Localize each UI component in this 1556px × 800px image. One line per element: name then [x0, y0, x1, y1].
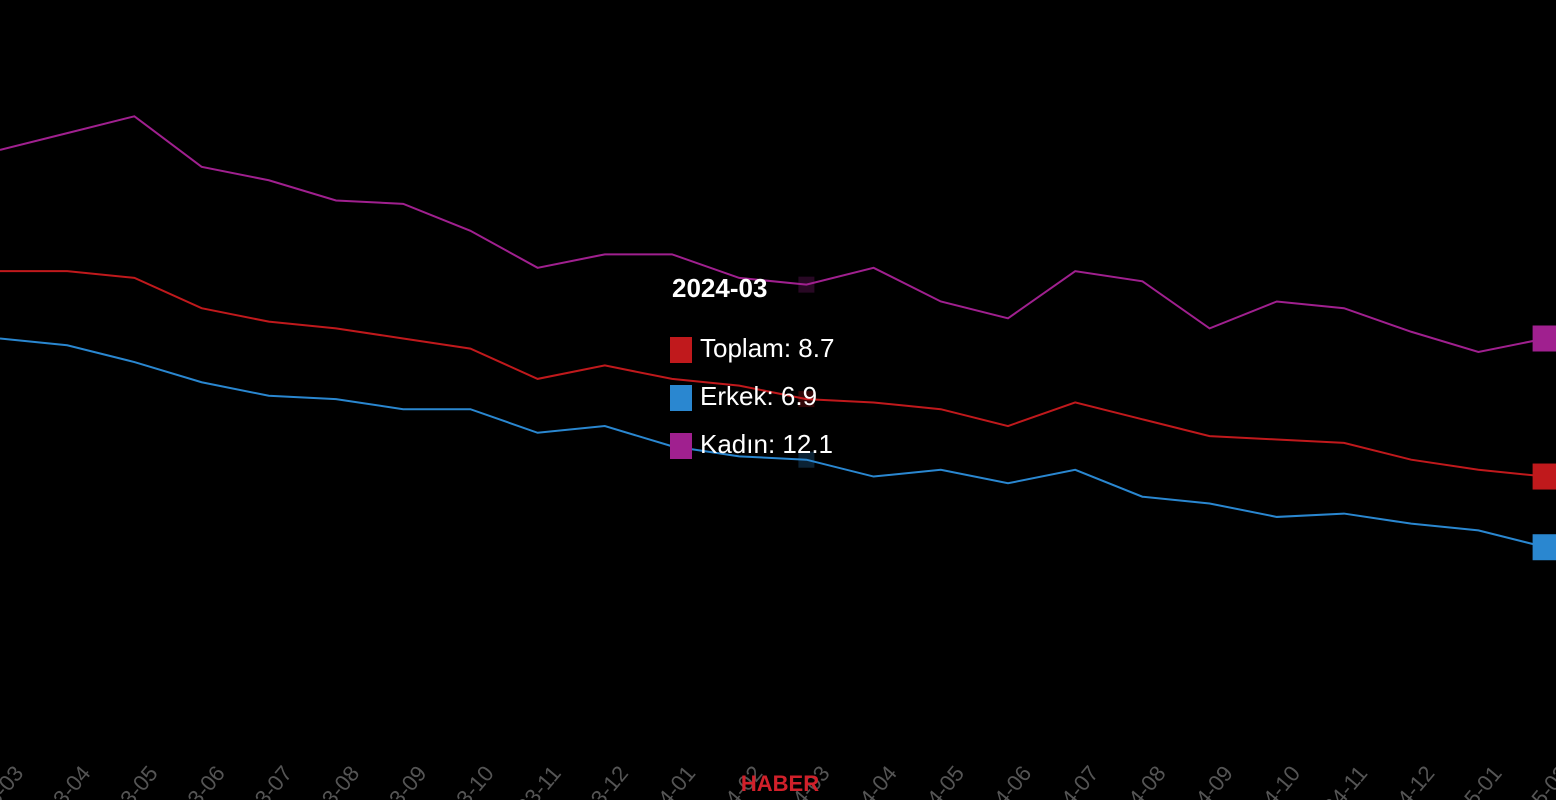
- x-tick-label: 2024-11: [1302, 761, 1372, 800]
- separator: :: [784, 333, 798, 363]
- separator: :: [768, 429, 782, 459]
- x-tick-label: 2024-05: [898, 761, 969, 800]
- x-tick-label: 2024-12: [1368, 761, 1439, 800]
- series-name: Kadın: [700, 429, 768, 459]
- point-marker: [1532, 534, 1556, 561]
- x-tick-label: 2024-01: [629, 761, 700, 800]
- x-tick-label: 2024-10: [1234, 761, 1305, 800]
- series-line: [0, 337, 1546, 549]
- separator: :: [766, 381, 780, 411]
- tooltip-row: Toplam: 8.7: [700, 333, 834, 363]
- watermark: HABER: [741, 771, 819, 796]
- series-line: [0, 115, 1546, 353]
- series-value: 6.9: [781, 381, 817, 411]
- tooltip: 2024-03 Toplam: 8.7 Erkek: 6.9 Kadın: 12.1: [670, 273, 834, 459]
- point-marker: [798, 276, 815, 293]
- x-tick-label: 2023-12: [562, 761, 633, 800]
- x-tick-label: 2023-05: [92, 761, 163, 800]
- point-marker: [798, 451, 815, 468]
- x-tick-label: 2025-01: [1436, 761, 1507, 800]
- tooltip-row: Kadın: 12.1: [700, 429, 833, 459]
- x-tick-label: 2025-02: [1503, 761, 1556, 800]
- x-tick-label: 2024-06: [965, 761, 1036, 800]
- x-tick-label: 2023-09: [360, 761, 431, 800]
- series-value: 8.7: [798, 333, 834, 363]
- plot-area: [0, 115, 1556, 561]
- tooltip-title: 2024-03: [672, 273, 767, 303]
- x-tick-label: 2023-11: [496, 761, 566, 800]
- x-tick-label: 2023-07: [226, 761, 297, 800]
- x-tick-label: 2023-04: [24, 761, 95, 800]
- series-value: 12.1: [782, 429, 833, 459]
- tooltip-swatch: [670, 337, 692, 363]
- series-name: Toplam: [700, 333, 784, 363]
- tooltip-row: Erkek: 6.9: [700, 381, 817, 411]
- tooltip-swatch: [670, 433, 692, 459]
- x-tick-label: 2023-08: [293, 761, 364, 800]
- point-marker: [1532, 325, 1556, 352]
- point-marker: [1532, 463, 1556, 490]
- x-tick-label: 2024-07: [1032, 761, 1103, 800]
- series-line: [0, 270, 1546, 478]
- tooltip-swatch: [670, 385, 692, 411]
- x-tick-label: 2023-06: [159, 761, 230, 800]
- point-marker: [798, 391, 815, 408]
- x-tick-label: 2023-03: [0, 761, 28, 800]
- series-name: Erkek: [700, 381, 767, 411]
- x-tick-label: 2024-08: [1100, 761, 1171, 800]
- x-tick-label: 2024-09: [1167, 761, 1238, 800]
- x-tick-label: 2023-10: [428, 761, 499, 800]
- x-tick-label: 2024-04: [831, 761, 902, 800]
